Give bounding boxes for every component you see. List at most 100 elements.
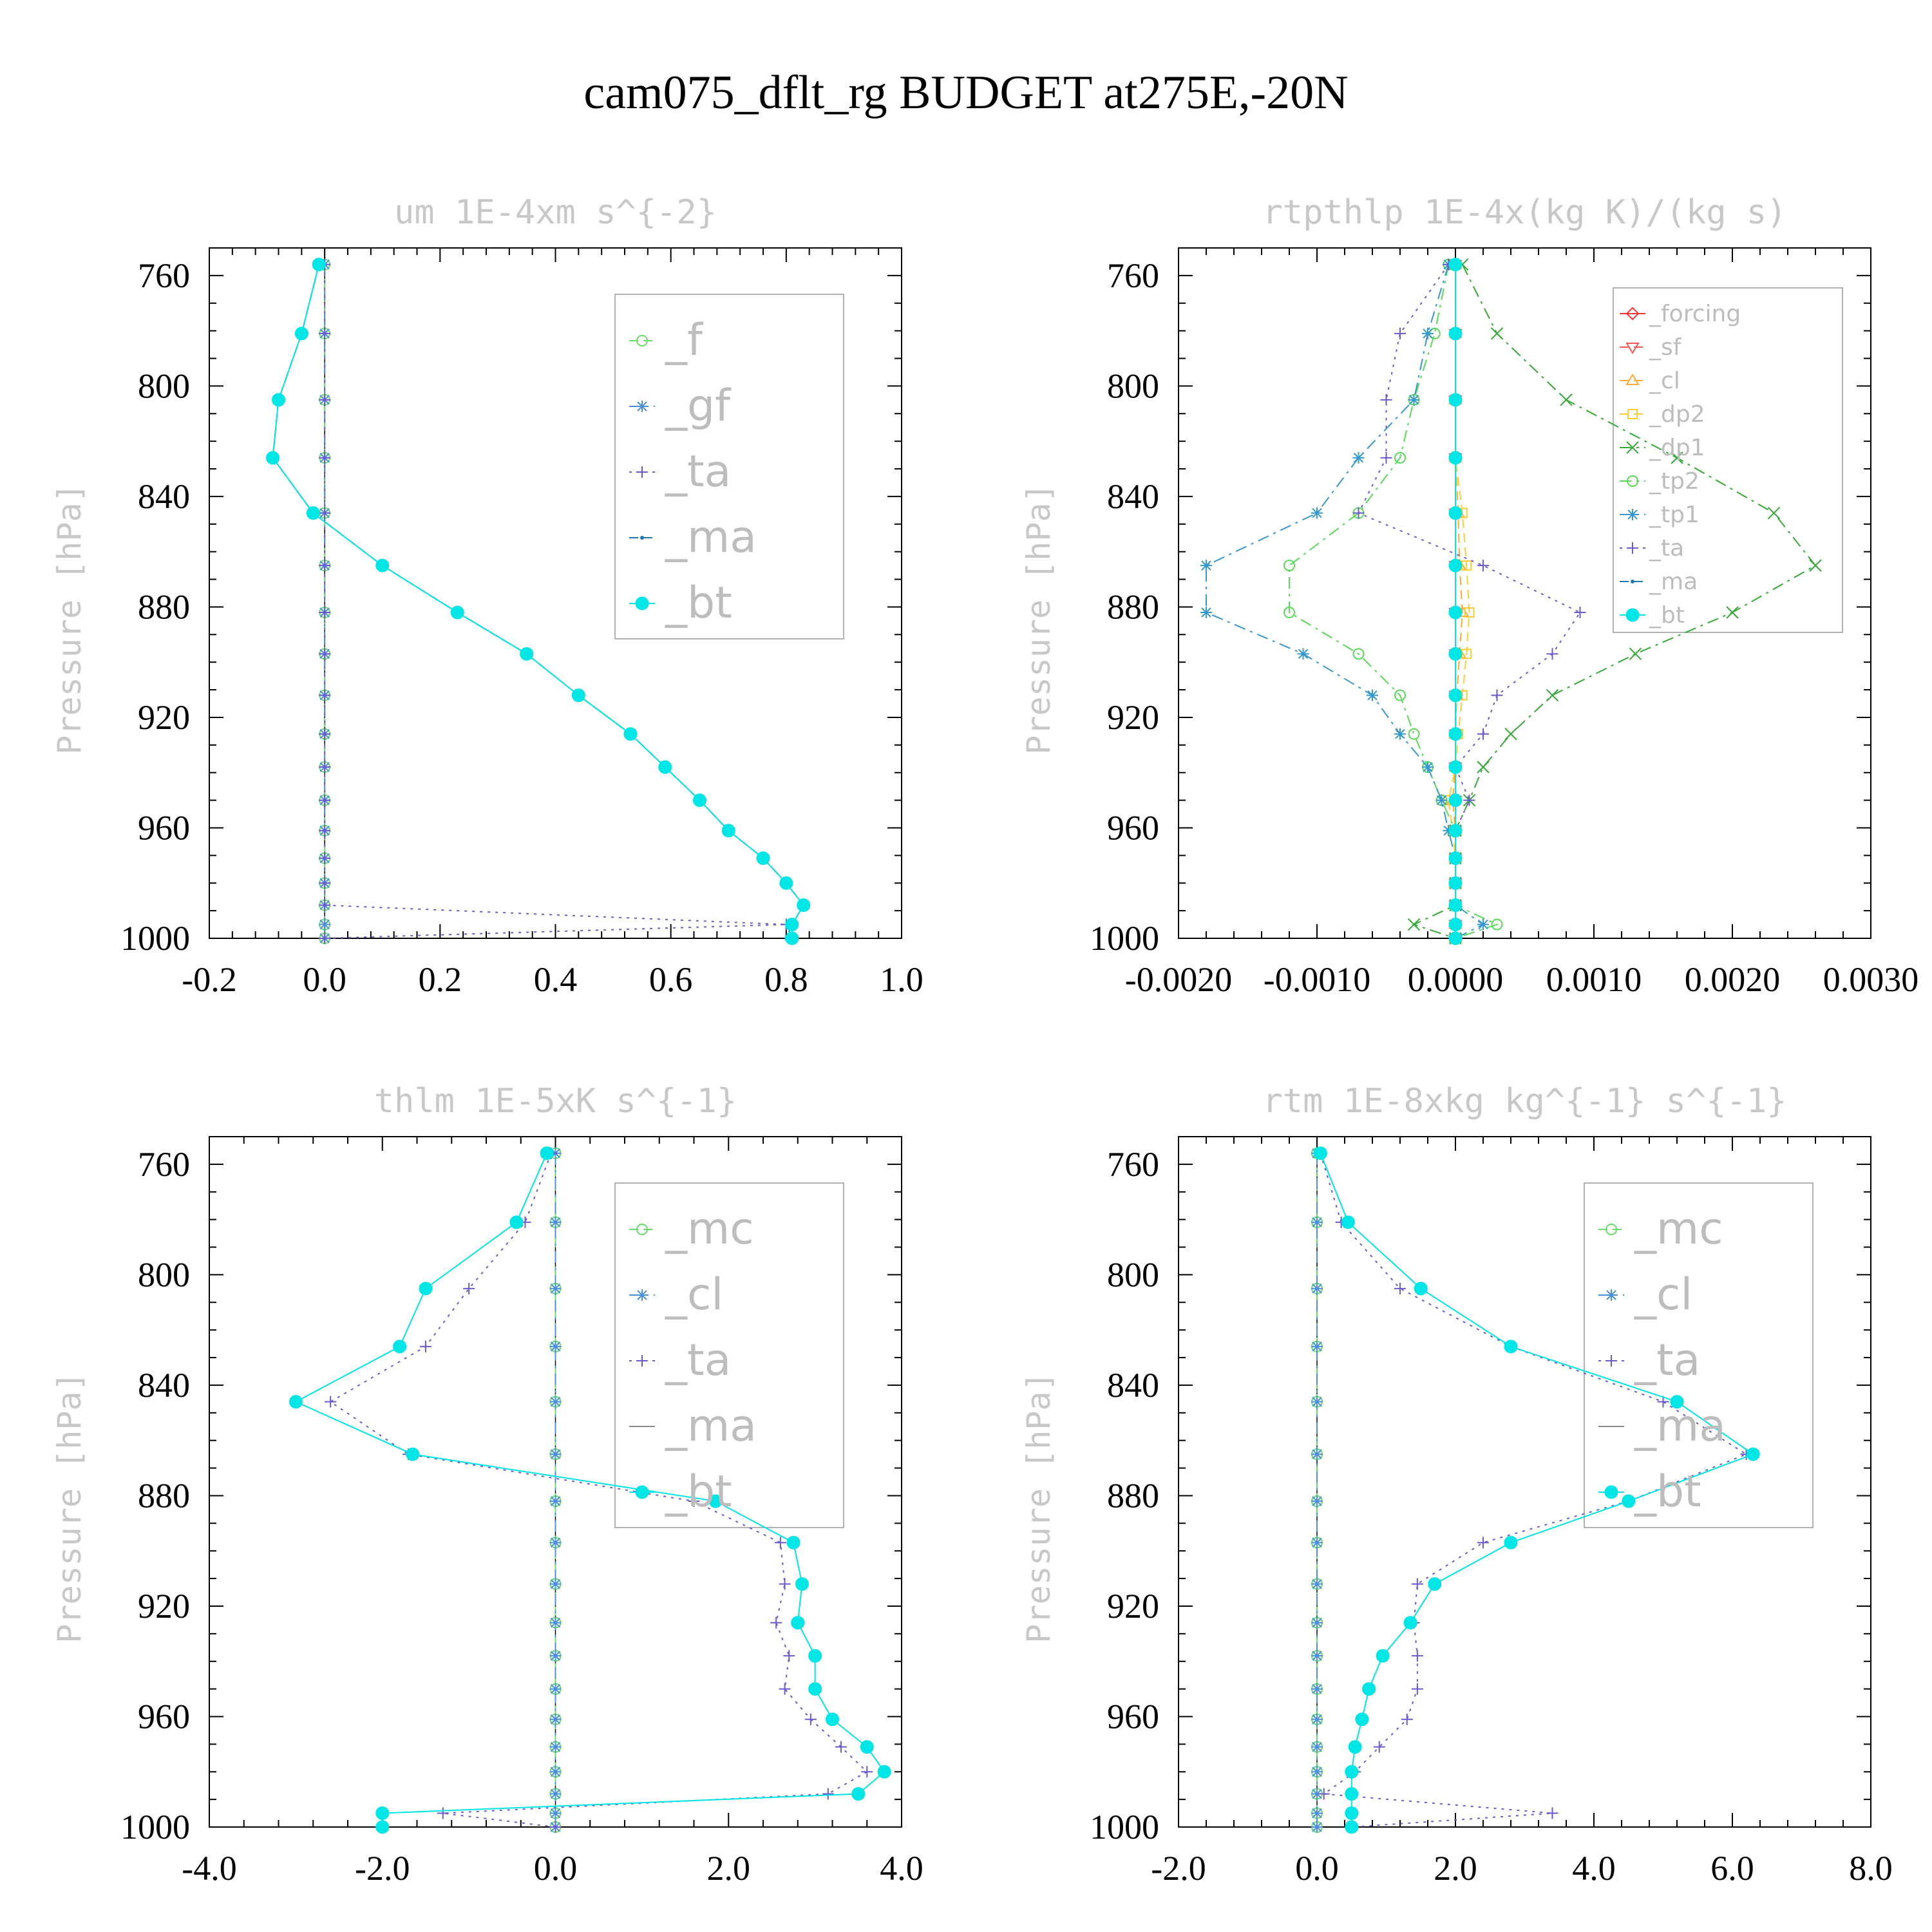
data-point — [1670, 1395, 1684, 1409]
data-point — [1394, 728, 1406, 740]
legend-box — [1584, 1182, 1814, 1528]
legend-marker — [636, 466, 648, 478]
data-point — [1463, 794, 1475, 806]
series-ta — [319, 258, 792, 944]
y-tick-label: 760 — [138, 256, 190, 295]
data-point — [1435, 794, 1448, 806]
data-point — [756, 851, 770, 866]
data-point — [419, 1282, 433, 1296]
data-point — [1311, 507, 1323, 519]
data-point — [1448, 647, 1463, 661]
data-point — [1477, 728, 1489, 740]
y-tick-label: 760 — [138, 1145, 190, 1184]
data-point — [319, 728, 331, 740]
x-tick-label: 0.4 — [534, 960, 578, 999]
data-point — [1311, 1650, 1323, 1662]
data-point — [463, 1282, 475, 1294]
data-point — [1477, 1537, 1489, 1549]
data-point — [406, 1447, 420, 1461]
chart-panel-4: rtm 1E-8xkg kg^{-1} s^{-1} Pressure [hPa]… — [1020, 1082, 1893, 1888]
legend-item-forcing: _forcing — [1620, 301, 1741, 327]
y-tick-label: 920 — [1107, 1587, 1159, 1625]
data-point — [1345, 1765, 1359, 1779]
data-point — [1448, 824, 1463, 838]
data-point — [319, 852, 331, 864]
panel-title: um 1E-4xm s^{-2} — [394, 193, 717, 232]
legend-label: _dp1 — [1649, 435, 1705, 461]
data-point — [1311, 1766, 1323, 1778]
data-point — [1355, 1712, 1369, 1727]
legend-marker — [1605, 1224, 1617, 1235]
data-point — [319, 393, 331, 406]
legend-item-ma: _ma — [1598, 1401, 1726, 1452]
legend-marker — [1605, 1355, 1617, 1367]
data-point — [1504, 1535, 1518, 1549]
series-ta — [1352, 258, 1586, 944]
data-point — [549, 1713, 562, 1725]
data-point — [1443, 824, 1455, 837]
legend-item-sf: _sf — [1620, 334, 1682, 361]
data-point — [319, 824, 331, 837]
data-point — [437, 1807, 449, 1819]
legend-label: _ta — [1649, 535, 1684, 562]
data-point — [1622, 1494, 1636, 1508]
series-line — [1206, 264, 1484, 939]
data-point — [1345, 1787, 1359, 1801]
series-ta — [325, 1147, 873, 1833]
data-point — [319, 507, 331, 519]
data-point — [779, 1683, 791, 1695]
data-point — [1311, 1578, 1323, 1590]
y-tick-label: 840 — [1107, 477, 1159, 516]
legend-item-mc: _mc — [1598, 1204, 1723, 1255]
data-point — [1394, 1282, 1406, 1294]
data-point — [791, 1616, 805, 1630]
legend-marker — [1627, 542, 1638, 554]
y-axis-label: Pressure [hPa] — [51, 483, 88, 754]
x-tick-label: 1.0 — [880, 960, 923, 999]
legend-marker — [1604, 1485, 1618, 1499]
data-point — [1411, 1650, 1423, 1662]
legend-marker — [1627, 509, 1638, 520]
x-tick-label: -4.0 — [182, 1849, 236, 1888]
data-point — [1629, 647, 1642, 661]
y-tick-label: 880 — [1107, 587, 1159, 626]
data-point — [549, 1282, 562, 1294]
y-tick-label: 960 — [1107, 1697, 1159, 1736]
x-tick-label: -0.2 — [182, 960, 236, 999]
data-point — [860, 1740, 874, 1754]
chart-panel-3: thlm 1E-5xK s^{-1} Pressure [hPa] 760 800 84… — [51, 1082, 923, 1888]
x-tick-label: -0.0020 — [1125, 960, 1232, 999]
y-tick-label: 960 — [1107, 808, 1159, 847]
series-line — [324, 264, 786, 939]
data-point — [835, 1741, 847, 1753]
data-point — [1394, 327, 1406, 339]
data-point — [1809, 559, 1822, 572]
y-axis-label: Pressure [hPa] — [1020, 483, 1057, 754]
data-point — [1448, 451, 1463, 465]
data-point — [549, 1807, 562, 1819]
x-tick-label: 4.0 — [880, 1849, 923, 1888]
data-point — [1311, 1683, 1323, 1695]
legend-marker — [1625, 374, 1640, 385]
data-point — [549, 1578, 562, 1590]
data-point — [1311, 1396, 1323, 1408]
y-tick-label: 760 — [1107, 1145, 1159, 1184]
data-point — [319, 689, 331, 701]
data-point — [1490, 327, 1504, 340]
legend-marker — [1627, 409, 1638, 419]
legend-item-bt: _bt — [629, 578, 732, 629]
data-point — [1477, 918, 1489, 931]
data-point — [319, 327, 331, 339]
legend-marker — [636, 1289, 648, 1301]
legend-box — [614, 1182, 844, 1528]
data-point — [1464, 607, 1475, 618]
data-point — [1411, 1683, 1423, 1695]
data-point — [1448, 558, 1463, 573]
data-point — [623, 727, 638, 741]
legend-label: _f — [665, 315, 704, 366]
legend-item-cl: _cl — [629, 1269, 723, 1320]
series-line — [1448, 264, 1470, 938]
y-tick-label: 800 — [1107, 1255, 1159, 1294]
legend-box — [614, 294, 844, 639]
legend-label: _mc — [1634, 1204, 1723, 1255]
